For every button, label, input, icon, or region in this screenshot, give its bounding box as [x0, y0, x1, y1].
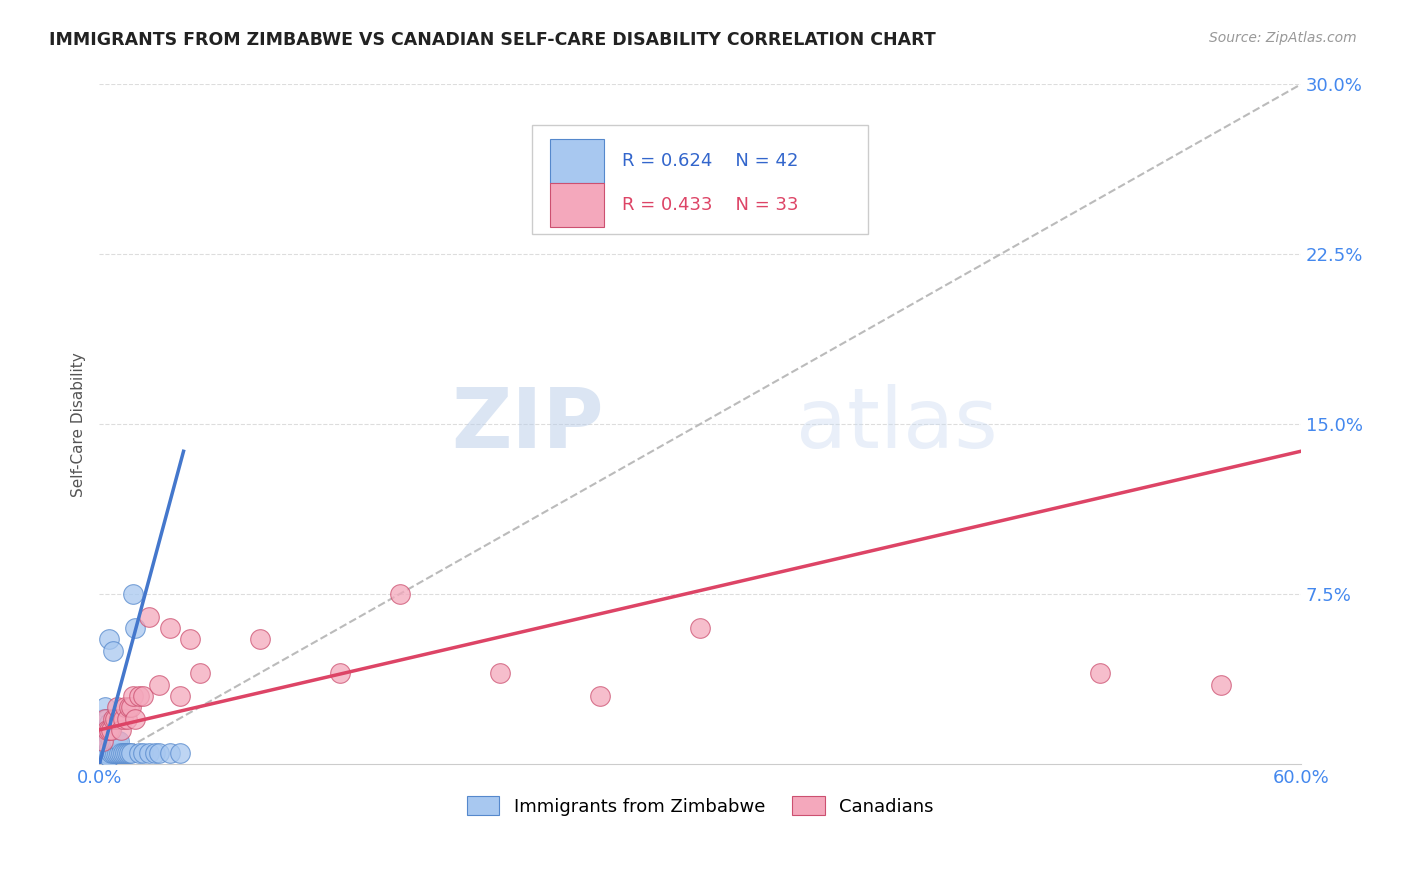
Point: [103, 734, 125, 748]
Point: [121, 746, 143, 760]
Point: [112, 746, 135, 760]
Text: atlas: atlas: [796, 384, 998, 465]
Point: [489, 666, 512, 681]
Point: [94, 734, 117, 748]
Point: [117, 712, 139, 726]
Point: [589, 689, 612, 703]
Point: [148, 746, 170, 760]
Point: [122, 587, 145, 601]
Y-axis label: Self-Care Disability: Self-Care Disability: [72, 351, 86, 497]
Point: [112, 712, 135, 726]
Point: [118, 700, 141, 714]
Point: [128, 746, 150, 760]
Point: [249, 632, 271, 647]
Point: [98, 632, 121, 647]
Point: [110, 723, 132, 737]
Point: [388, 587, 411, 601]
Point: [169, 746, 191, 760]
Point: [100, 746, 122, 760]
Point: [118, 746, 141, 760]
Point: [96, 712, 118, 726]
Point: [108, 746, 131, 760]
Point: [121, 700, 143, 714]
Point: [114, 746, 136, 760]
Point: [94, 700, 117, 714]
Text: IMMIGRANTS FROM ZIMBABWE VS CANADIAN SELF-CARE DISABILITY CORRELATION CHART: IMMIGRANTS FROM ZIMBABWE VS CANADIAN SEL…: [49, 31, 936, 49]
Point: [124, 712, 146, 726]
Point: [93, 712, 115, 726]
Point: [169, 689, 191, 703]
FancyBboxPatch shape: [550, 139, 605, 183]
Point: [100, 723, 122, 737]
Point: [107, 700, 129, 714]
Point: [103, 712, 125, 726]
Point: [103, 746, 125, 760]
Point: [100, 734, 122, 748]
Point: [98, 730, 121, 744]
Point: [110, 746, 132, 760]
Point: [94, 723, 117, 737]
Point: [96, 723, 118, 737]
Point: [124, 621, 146, 635]
Text: R = 0.624    N = 42: R = 0.624 N = 42: [621, 152, 799, 169]
Point: [1209, 677, 1232, 691]
Point: [132, 746, 155, 760]
Point: [114, 700, 136, 714]
Point: [104, 734, 127, 748]
Point: [98, 723, 121, 737]
Point: [148, 677, 170, 691]
Point: [188, 666, 211, 681]
Point: [103, 643, 125, 657]
Point: [138, 746, 160, 760]
Legend: Immigrants from Zimbabwe, Canadians: Immigrants from Zimbabwe, Canadians: [460, 789, 941, 822]
Point: [104, 746, 127, 760]
FancyBboxPatch shape: [550, 183, 605, 227]
Point: [108, 734, 131, 748]
Text: ZIP: ZIP: [451, 384, 605, 465]
Point: [108, 712, 131, 726]
Point: [96, 723, 118, 737]
Point: [94, 746, 117, 760]
Point: [93, 734, 115, 748]
Point: [128, 689, 150, 703]
Point: [96, 746, 118, 760]
FancyBboxPatch shape: [531, 125, 869, 234]
Point: [98, 716, 121, 731]
Point: [94, 712, 117, 726]
Point: [689, 621, 711, 635]
Point: [132, 689, 155, 703]
Point: [179, 632, 201, 647]
Point: [100, 723, 122, 737]
Point: [159, 746, 181, 760]
Point: [107, 734, 129, 748]
Point: [159, 621, 181, 635]
Point: [98, 741, 121, 756]
Point: [107, 746, 129, 760]
Point: [329, 666, 352, 681]
Point: [104, 712, 127, 726]
Point: [145, 746, 167, 760]
Point: [1090, 666, 1112, 681]
Point: [96, 734, 118, 748]
Point: [117, 746, 139, 760]
Point: [93, 734, 115, 748]
Text: R = 0.433    N = 33: R = 0.433 N = 33: [621, 195, 799, 214]
Point: [122, 689, 145, 703]
Point: [98, 750, 121, 764]
Point: [138, 609, 160, 624]
Text: Source: ZipAtlas.com: Source: ZipAtlas.com: [1209, 31, 1357, 45]
